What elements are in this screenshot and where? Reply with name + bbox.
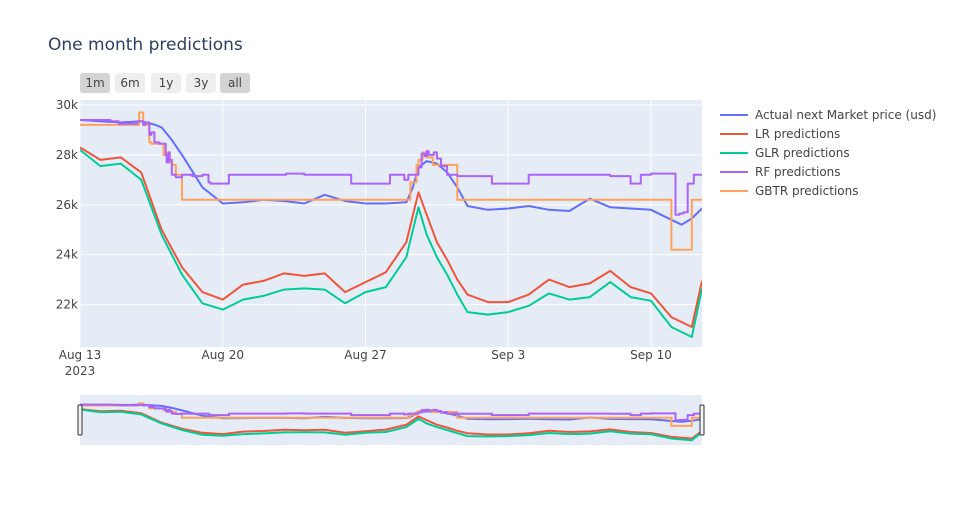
legend-label: GBTR predictions xyxy=(755,184,858,198)
range-slider-trace xyxy=(79,408,703,440)
range-button-label: 6m xyxy=(120,76,139,90)
range-button-label: 1m xyxy=(85,76,104,90)
y-tick-label: 26k xyxy=(56,198,78,212)
x-tick-label: Sep 3 xyxy=(491,348,525,362)
y-axis: 22k 24k 26k 28k 30k xyxy=(56,98,78,312)
range-slider-background[interactable] xyxy=(80,395,702,445)
legend-item[interactable]: GBTR predictions xyxy=(720,184,858,198)
series-line-actual-next-market-price-usd[interactable] xyxy=(80,119,702,226)
series-layer xyxy=(80,111,702,338)
y-tick-label: 30k xyxy=(56,98,78,112)
range-button-bg[interactable] xyxy=(151,73,181,93)
range-slider-left-handle[interactable] xyxy=(77,404,83,436)
range-button-label: all xyxy=(228,76,242,90)
legend-label: RF predictions xyxy=(755,165,841,179)
y-tick-label: 22k xyxy=(56,298,78,312)
range-slider-trace xyxy=(79,408,703,442)
legend-item[interactable]: Actual next Market price (usd) xyxy=(720,108,936,122)
legend: Actual next Market price (usd) LR predict… xyxy=(720,108,936,198)
range-selector: 1m 6m 1y 3y all xyxy=(80,73,250,93)
legend-label: Actual next Market price (usd) xyxy=(755,108,936,122)
series-line-gbtr-predictions[interactable] xyxy=(80,111,702,251)
range-slider-trace xyxy=(80,403,702,422)
range-button-bg[interactable] xyxy=(115,73,145,93)
x-tick-label: Sep 10 xyxy=(630,348,672,362)
range-button-bg[interactable] xyxy=(80,73,110,93)
range-slider-trace xyxy=(80,402,702,427)
range-button-1m[interactable]: 1m xyxy=(80,73,110,93)
range-button-label: 3y xyxy=(194,76,209,90)
x-tick-label: Aug 27 xyxy=(344,348,387,362)
legend-item[interactable]: RF predictions xyxy=(720,165,841,179)
x-tick-label: Aug 20 xyxy=(201,348,244,362)
plot-area[interactable] xyxy=(80,100,702,347)
legend-label: GLR predictions xyxy=(755,146,850,160)
series-line-lr-predictions[interactable] xyxy=(80,146,702,328)
y-tick-label: 24k xyxy=(56,248,78,262)
range-slider[interactable] xyxy=(77,395,705,445)
x-tick-label: Aug 13 2023 xyxy=(59,348,102,378)
range-button-bg[interactable] xyxy=(186,73,216,93)
gridlines xyxy=(79,100,702,347)
y-tick-label: 28k xyxy=(56,148,78,162)
range-button-bg[interactable] xyxy=(220,73,250,93)
legend-item[interactable]: GLR predictions xyxy=(720,146,850,160)
range-button-3y[interactable]: 3y xyxy=(186,73,216,93)
series-line-rf-predictions[interactable] xyxy=(80,119,702,216)
range-button-6m[interactable]: 6m xyxy=(115,73,145,93)
range-button-label: 1y xyxy=(159,76,174,90)
legend-item[interactable]: LR predictions xyxy=(720,127,840,141)
range-button-1y[interactable]: 1y xyxy=(151,73,181,93)
range-slider-right-handle[interactable] xyxy=(699,404,705,436)
range-button-all[interactable]: all xyxy=(220,73,250,93)
legend-label: LR predictions xyxy=(755,127,840,141)
x-axis: Aug 13 2023 Aug 20 Aug 27 Sep 3 Sep 10 xyxy=(59,348,672,378)
series-line-glr-predictions[interactable] xyxy=(80,149,702,338)
chart-title: One month predictions xyxy=(48,35,243,55)
